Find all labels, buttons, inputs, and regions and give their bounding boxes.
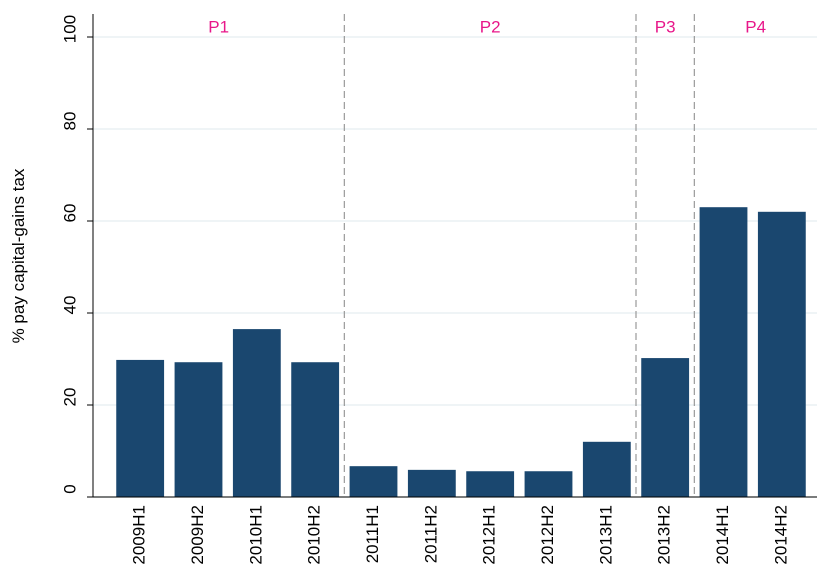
bar [291,362,340,497]
bar [116,359,165,497]
x-tick-label: 2011H1 [363,505,382,563]
bar [174,362,223,497]
bar [641,358,690,497]
x-tick-label: 2010H1 [246,505,265,565]
x-tick-label: 2012H1 [480,505,499,565]
bar [466,471,515,497]
period-label: P3 [655,17,676,36]
bar [699,207,748,497]
bar [407,469,456,497]
x-tick-label: 2009H1 [130,505,149,565]
x-tick-label: 2013H1 [596,505,615,565]
x-tick-label: 2013H2 [655,505,674,565]
period-label: P1 [208,17,229,36]
x-tick-label: 2009H2 [188,505,207,565]
x-tick-label: 2014H1 [713,505,732,565]
y-axis-label: % pay capital-gains tax [9,168,28,343]
period-label: P4 [745,17,766,36]
bar [524,471,573,497]
x-tick-label: 2011H2 [421,505,440,563]
bar [582,441,631,497]
x-tick-label: 2014H2 [771,505,790,565]
x-tick-label: 2012H2 [538,505,557,565]
period-label: P2 [480,17,501,36]
y-tick-label: 60 [60,204,79,223]
bar [232,329,281,497]
y-tick-label: 20 [60,388,79,407]
bar [757,211,806,498]
bar [349,466,398,497]
x-tick-label: 2010H2 [305,505,324,565]
y-tick-label: 80 [60,112,79,131]
y-tick-label: 40 [60,296,79,315]
y-tick-label: 100 [60,15,79,43]
y-tick-label: 0 [60,484,79,493]
